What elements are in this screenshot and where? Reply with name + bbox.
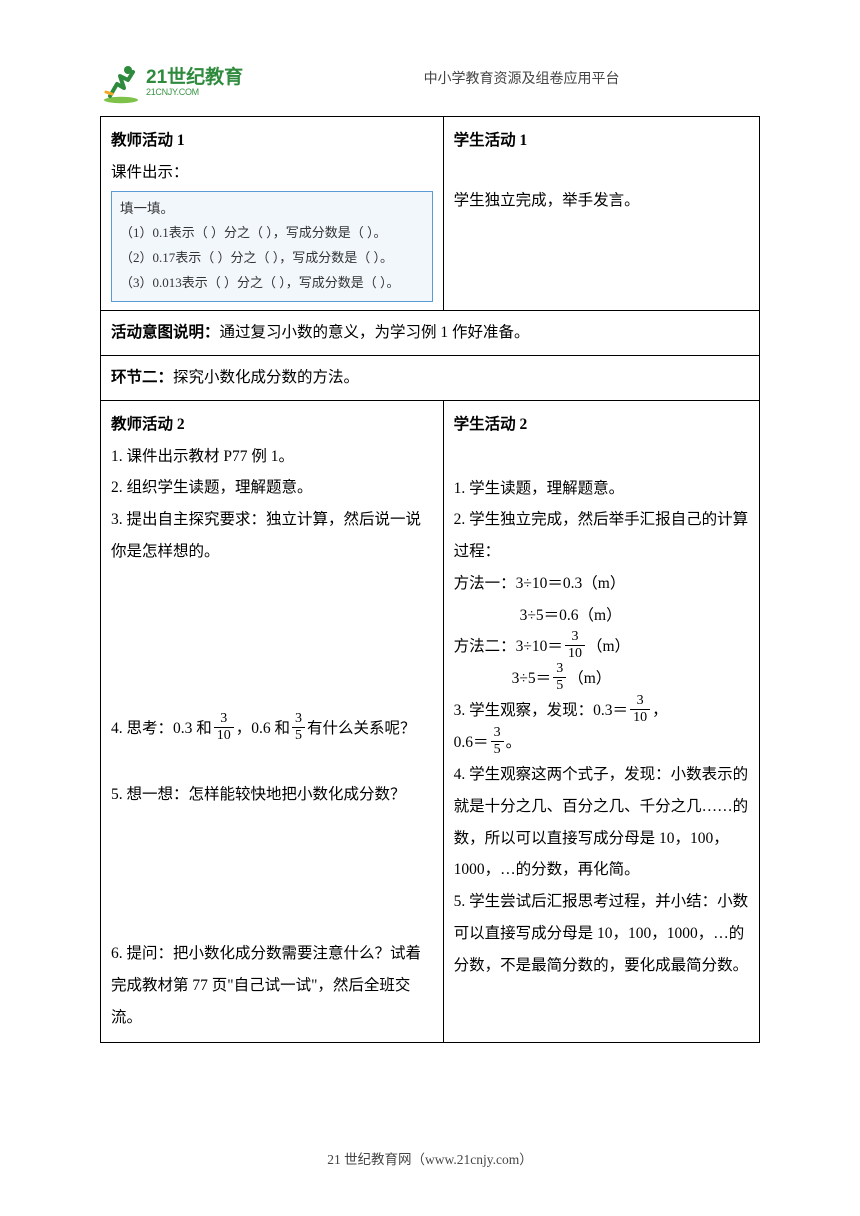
s2-item3b: 0.6＝35。 [454, 727, 749, 759]
inset-title: 填一填。 [120, 196, 424, 222]
t2-item6: 6. 提问：把小数化成分数需要注意什么？试着完成教材第 77 页"自己试一试"，… [111, 938, 433, 1033]
inset-line-1: （1）0.1表示（ ）分之（ ），写成分数是（ ）。 [120, 221, 424, 246]
s2-m2a-post: （m） [587, 638, 630, 655]
s3-pre: 3. 学生观察，发现：0.3＝ [454, 702, 628, 719]
s2-m2b: 3÷5＝35（m） [454, 663, 749, 695]
page-footer: 21 世纪教育网（www.21cnjy.com） [0, 1148, 860, 1168]
logo: 21世纪教育 21CNJY.COM [100, 62, 243, 104]
row-stage2: 环节二：探究小数化成分数的方法。 [101, 356, 760, 401]
s2-item3: 3. 学生观察，发现：0.3＝310， [454, 695, 749, 727]
s2-item5: 5. 学生尝试后汇报思考过程，并小结：小数可以直接写成分母是 10，100，10… [454, 886, 749, 981]
intent-body: 通过复习小数的意义，为学习例 1 作好准备。 [220, 324, 530, 341]
row-activity1: 教师活动 1 课件出示： 填一填。 （1）0.1表示（ ）分之（ ），写成分数是… [101, 117, 760, 311]
fill-in-box: 填一填。 （1）0.1表示（ ）分之（ ），写成分数是（ ）。 （2）0.17表… [111, 191, 433, 303]
teacher-activity-2-title: 教师活动 2 [111, 409, 433, 441]
logo-runner-icon [100, 62, 142, 104]
student-activity-2: 学生活动 2 1. 学生读题，理解题意。 2. 学生独立完成，然后举手汇报自己的… [443, 400, 759, 1042]
logo-domain-text: 21CNJY.COM [146, 87, 243, 98]
fraction-3-10-c: 310 [630, 694, 650, 725]
s2-m2a-pre: 方法二：3÷10＝ [454, 638, 563, 655]
stage2-body: 探究小数化成分数的方法。 [173, 369, 359, 386]
intent-label: 活动意图说明： [111, 324, 220, 341]
teacher-activity-1-line: 课件出示： [111, 157, 433, 189]
s2-item4: 4. 学生观察这两个式子，发现：小数表示的就是十分之几、百分之几、千分之几……的… [454, 759, 749, 886]
t2-item5: 5. 想一想：怎样能较快地把小数化成分数？ [111, 779, 433, 811]
s2-m2b-pre: 3÷5＝ [512, 670, 552, 687]
fraction-3-5-c: 35 [491, 726, 504, 757]
t4-post: 有什么关系呢？ [307, 720, 416, 737]
lesson-table: 教师活动 1 课件出示： 填一填。 （1）0.1表示（ ）分之（ ），写成分数是… [100, 116, 760, 1043]
teacher-activity-2: 教师活动 2 1. 课件出示教材 P77 例 1。 2. 组织学生读题，理解题意… [101, 400, 444, 1042]
logo-chinese-text: 21世纪教育 [146, 68, 243, 87]
student-activity-1: 学生活动 1 学生独立完成，举手发言。 [443, 117, 759, 311]
stage2-cell: 环节二：探究小数化成分数的方法。 [101, 356, 760, 401]
fraction-3-10: 310 [214, 712, 234, 743]
student-activity-2-title: 学生活动 2 [454, 409, 749, 441]
inset-line-2: （2）0.17表示（ ）分之（ ），写成分数是（ ）。 [120, 246, 424, 271]
s2-item1: 1. 学生读题，理解题意。 [454, 473, 749, 505]
s2-m2b-post: （m） [568, 670, 611, 687]
s2-m1b: 3÷5＝0.6（m） [454, 600, 749, 632]
student-activity-1-body: 学生独立完成，举手发言。 [454, 185, 749, 217]
s2-m2a: 方法二：3÷10＝310（m） [454, 631, 749, 663]
t2-item4: 4. 思考：0.3 和310，0.6 和35有什么关系呢？ [111, 713, 433, 745]
logo-text: 21世纪教育 21CNJY.COM [146, 68, 243, 98]
fraction-3-5-b: 35 [553, 662, 566, 693]
teacher-activity-1: 教师活动 1 课件出示： 填一填。 （1）0.1表示（ ）分之（ ），写成分数是… [101, 117, 444, 311]
row-activity2: 教师活动 2 1. 课件出示教材 P77 例 1。 2. 组织学生读题，理解题意… [101, 400, 760, 1042]
header-caption: 中小学教育资源及组卷应用平台 [243, 62, 760, 88]
teacher-activity-1-title: 教师活动 1 [111, 125, 433, 157]
s3-mid: ， [652, 702, 668, 719]
intent-cell: 活动意图说明：通过复习小数的意义，为学习例 1 作好准备。 [101, 311, 760, 356]
fraction-3-5: 35 [292, 712, 305, 743]
student-activity-1-title: 学生活动 1 [454, 125, 749, 157]
s2-item2: 2. 学生独立完成，然后举手汇报自己的计算过程： [454, 504, 749, 568]
page-root: 21世纪教育 21CNJY.COM 中小学教育资源及组卷应用平台 教师活动 1 … [0, 0, 860, 1093]
t2-item1: 1. 课件出示教材 P77 例 1。 [111, 441, 433, 473]
page-header: 21世纪教育 21CNJY.COM 中小学教育资源及组卷应用平台 [100, 62, 760, 104]
stage2-label: 环节二： [111, 369, 173, 386]
t4-pre: 4. 思考：0.3 和 [111, 720, 212, 737]
s3b-post: 。 [506, 734, 522, 751]
t2-item2: 2. 组织学生读题，理解题意。 [111, 472, 433, 504]
s3b-pre: 0.6＝ [454, 734, 489, 751]
t4-mid: ，0.6 和 [236, 720, 290, 737]
fraction-3-10-b: 310 [565, 630, 585, 661]
inset-line-3: （3）0.013表示（ ）分之（ ），写成分数是（ ）。 [120, 271, 424, 296]
s2-m1a: 方法一：3÷10＝0.3（m） [454, 568, 749, 600]
row-intent: 活动意图说明：通过复习小数的意义，为学习例 1 作好准备。 [101, 311, 760, 356]
t2-item3: 3. 提出自主探究要求：独立计算，然后说一说你是怎样想的。 [111, 504, 433, 568]
